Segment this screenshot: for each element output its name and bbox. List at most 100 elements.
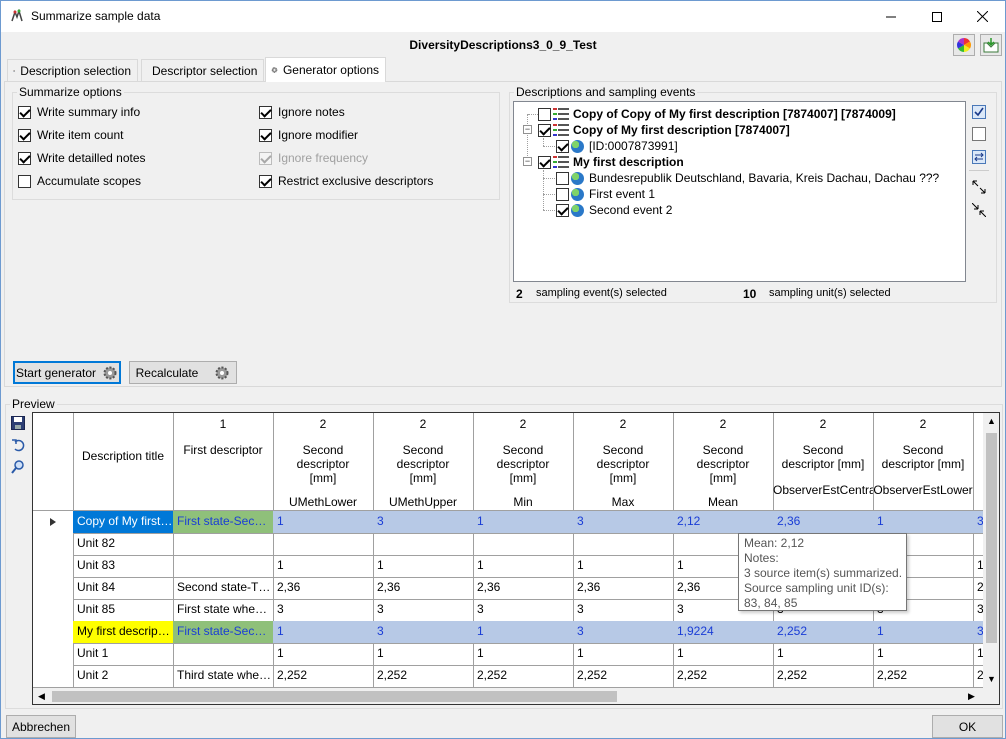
scroll-down-icon[interactable]: ▼ xyxy=(987,674,996,684)
table-cell[interactable]: 1 xyxy=(373,555,474,578)
scroll-right-icon[interactable]: ▶ xyxy=(968,691,975,701)
table-cell[interactable]: Unit 85 xyxy=(73,599,174,622)
table-cell[interactable]: First state-Second state xyxy=(173,511,274,534)
table-cell[interactable]: 3 xyxy=(373,511,474,534)
table-cell[interactable]: First state when occuring xyxy=(173,599,274,622)
accumulate-scopes-checkbox[interactable]: Accumulate scopes xyxy=(18,174,141,188)
table-cell[interactable]: Unit 1 xyxy=(73,643,174,666)
table-cell[interactable]: 2,252 xyxy=(773,665,874,688)
table-cell[interactable]: 1 xyxy=(273,555,374,578)
row-header[interactable] xyxy=(33,621,74,644)
table-cell[interactable]: 2,252 xyxy=(773,621,874,644)
tree-node-description[interactable]: Copy of Copy of My first description [78… xyxy=(538,106,896,122)
tab-description-selection[interactable]: Description selection xyxy=(7,59,138,81)
row-header[interactable] xyxy=(33,665,74,688)
ignore-frequency-checkbox[interactable]: Ignore frequency xyxy=(259,151,368,165)
table-cell[interactable] xyxy=(173,533,274,556)
table-cell[interactable]: 1,9224 xyxy=(673,621,774,644)
table-cell[interactable]: 1 xyxy=(373,643,474,666)
table-cell[interactable]: 2,252 xyxy=(373,665,474,688)
maximize-button[interactable] xyxy=(914,1,960,32)
table-cell[interactable]: 3 xyxy=(373,599,474,622)
table-cell[interactable]: 1 xyxy=(473,621,574,644)
tree-node-description[interactable]: Copy of My first description [7874007] xyxy=(538,122,790,138)
table-cell[interactable]: 3 xyxy=(373,621,474,644)
table-cell[interactable]: 1 xyxy=(273,643,374,666)
tree-node-event[interactable]: [ID:0007873991] xyxy=(556,138,678,154)
table-cell[interactable]: 1 xyxy=(773,643,874,666)
table-cell[interactable]: 1 xyxy=(673,643,774,666)
row-header[interactable] xyxy=(33,577,74,600)
table-cell[interactable] xyxy=(873,533,974,556)
tree-checkbox[interactable] xyxy=(556,187,569,201)
table-cell[interactable]: 2,36 xyxy=(473,577,574,600)
table-cell[interactable]: Copy of My first description xyxy=(73,511,174,534)
table-cell[interactable]: 2,12 xyxy=(673,511,774,534)
write-item-count-checkbox[interactable]: Write item count xyxy=(18,128,123,142)
table-cell[interactable]: 1 xyxy=(473,511,574,534)
search-button[interactable] xyxy=(11,460,25,477)
collapse-icon[interactable]: − xyxy=(523,124,532,134)
tree-checkbox[interactable] xyxy=(556,203,569,217)
table-cell[interactable] xyxy=(173,555,274,578)
column-header[interactable]: 2 Second descriptor [mm] Min xyxy=(473,413,574,511)
table-cell[interactable]: 2,252 xyxy=(873,665,974,688)
recalculate-button[interactable]: Recalculate xyxy=(129,361,237,384)
table-cell[interactable]: 3 xyxy=(573,599,674,622)
table-cell[interactable] xyxy=(373,533,474,556)
table-cell[interactable]: 1 xyxy=(873,621,974,644)
tree-checkbox[interactable] xyxy=(556,171,569,185)
table-cell[interactable]: 3 xyxy=(473,599,574,622)
tree-checkbox[interactable] xyxy=(538,107,551,121)
table-cell[interactable]: 1 xyxy=(273,511,374,534)
undo-button[interactable] xyxy=(11,438,25,455)
table-cell[interactable]: 2,36 xyxy=(273,577,374,600)
table-cell[interactable] xyxy=(173,643,274,666)
column-header[interactable]: 1 First descriptor xyxy=(173,413,274,511)
table-cell[interactable]: 2,252 xyxy=(473,665,574,688)
tab-generator-options[interactable]: Generator options xyxy=(265,57,386,82)
table-cell[interactable]: 1 xyxy=(473,643,574,666)
table-cell[interactable]: Second state-Third state xyxy=(173,577,274,600)
tree-node-description[interactable]: My first description xyxy=(538,154,684,170)
table-cell[interactable]: 2,36 xyxy=(373,577,474,600)
column-header[interactable]: 2 Second descriptor [mm] Max xyxy=(573,413,674,511)
tree-node-event[interactable]: Second event 2 xyxy=(556,202,672,218)
table-cell[interactable]: 1 xyxy=(873,643,974,666)
scroll-thumb[interactable] xyxy=(986,433,997,643)
table-cell[interactable]: 1 xyxy=(873,555,974,578)
table-cell[interactable]: My first description xyxy=(73,621,174,644)
collapse-icon[interactable]: − xyxy=(523,156,532,166)
table-cell[interactable]: Unit 82 xyxy=(73,533,174,556)
scroll-up-icon[interactable]: ▲ xyxy=(987,416,996,426)
minimize-button[interactable] xyxy=(868,1,914,32)
column-header[interactable]: 2 Second descriptor [mm] UMethLower xyxy=(273,413,374,511)
table-cell[interactable]: 1 xyxy=(573,643,674,666)
table-cell[interactable]: Unit 2 xyxy=(73,665,174,688)
row-header[interactable] xyxy=(33,511,74,534)
table-cell[interactable]: 2,252 xyxy=(673,665,774,688)
color-settings-button[interactable] xyxy=(953,34,975,56)
table-cell[interactable] xyxy=(473,533,574,556)
save-button[interactable] xyxy=(11,416,25,433)
scroll-left-icon[interactable]: ◀ xyxy=(38,691,45,701)
tree-node-event[interactable]: First event 1 xyxy=(556,186,655,202)
table-cell[interactable]: Unit 83 xyxy=(73,555,174,578)
write-summary-info-checkbox[interactable]: Write summary info xyxy=(18,105,140,119)
start-generator-button[interactable]: Start generator xyxy=(13,361,121,384)
tree-node-event[interactable]: Bundesrepublik Deutschland, Bavaria, Kre… xyxy=(556,170,939,186)
ignore-notes-checkbox[interactable]: Ignore notes xyxy=(259,105,345,119)
row-header[interactable] xyxy=(33,533,74,556)
table-cell[interactable]: 1 xyxy=(873,511,974,534)
table-cell[interactable]: 2,252 xyxy=(573,665,674,688)
table-cell[interactable]: 2,36 xyxy=(573,577,674,600)
column-header[interactable]: 2 Second descriptor [mm] Mean xyxy=(673,413,774,511)
sampling-events-tree[interactable]: − − Copy of Copy of My first description… xyxy=(513,101,966,282)
table-cell[interactable]: 1 xyxy=(473,555,574,578)
collapse-all-button[interactable] xyxy=(970,201,988,219)
preview-grid[interactable]: Description title 1 First descriptor 2 Secon… xyxy=(32,412,1000,705)
table-cell[interactable]: 1 xyxy=(573,555,674,578)
table-cell[interactable]: 2,36 xyxy=(873,577,974,600)
ignore-modifier-checkbox[interactable]: Ignore modifier xyxy=(259,128,358,142)
table-cell[interactable] xyxy=(273,533,374,556)
